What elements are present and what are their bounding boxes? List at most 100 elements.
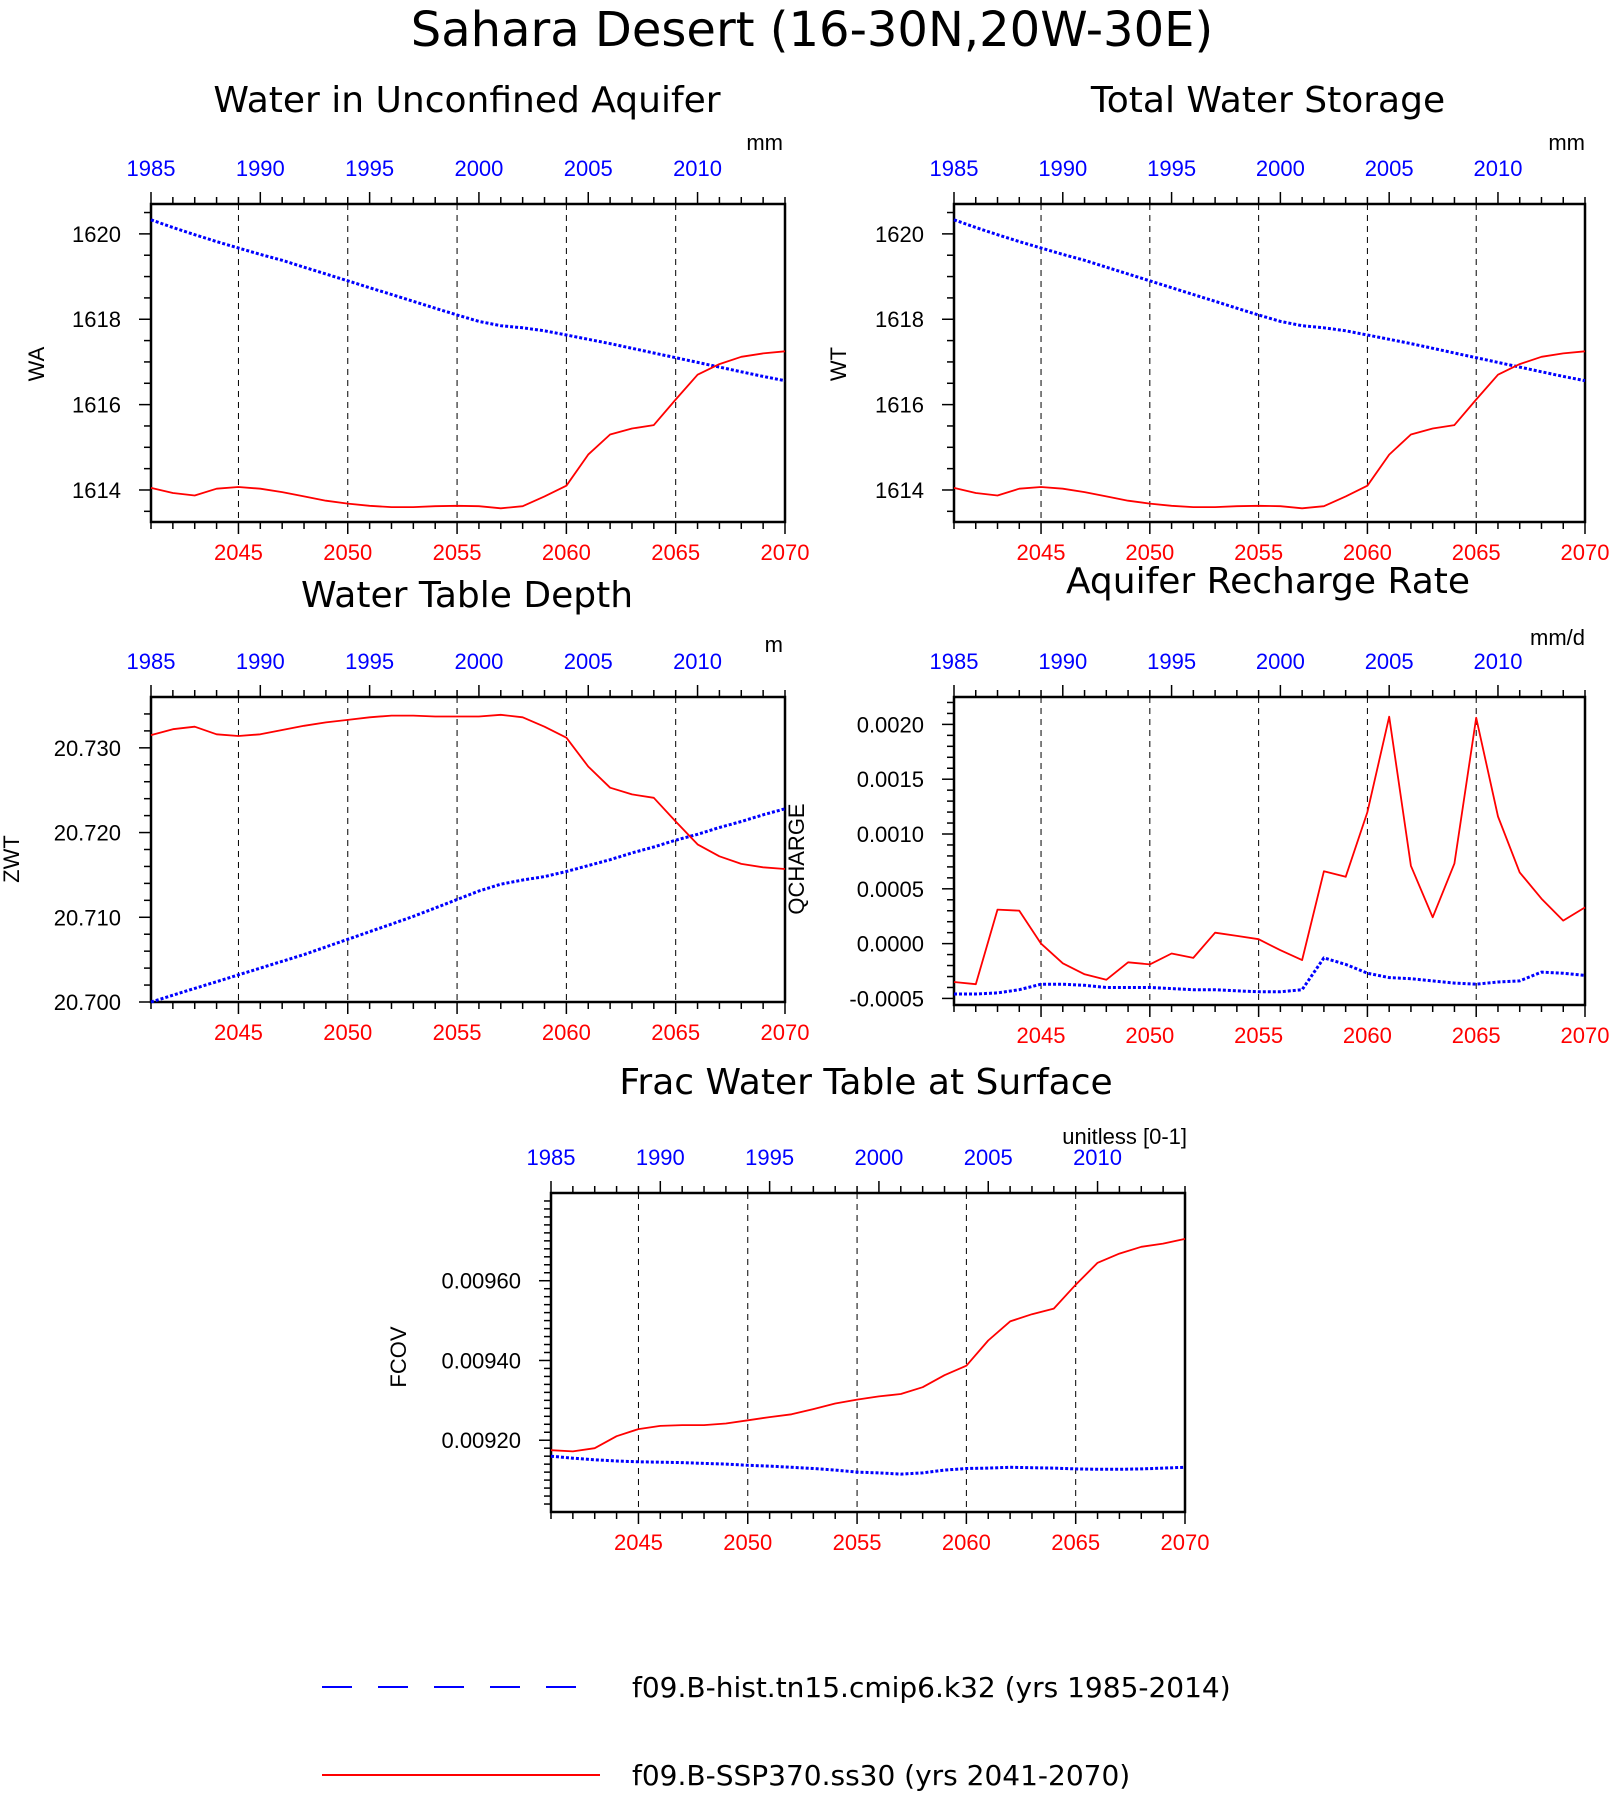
x-top-tick-label: 2005 [564, 649, 613, 674]
x-top-tick-label: 1990 [236, 156, 285, 181]
y-tick-label: 1620 [875, 222, 924, 247]
y-tick-label: 20.710 [54, 905, 121, 930]
plot-area: 2045 2050 2055 2060 2065 2070 1985 1990 1995 2000… [849, 649, 1609, 1048]
x-top-tick-label: 2000 [1256, 649, 1305, 674]
x-top-tick-label: 1995 [1147, 649, 1196, 674]
x-bottom-tick-label: 2055 [1234, 540, 1283, 565]
series-line-ssp [953, 350, 1586, 510]
x-top-tick-label: 1985 [930, 649, 979, 674]
x-top-tick-label: 1990 [636, 1145, 685, 1170]
y-axis-label: QCHARGE [784, 803, 809, 914]
x-bottom-tick-label: 2060 [942, 1530, 991, 1555]
x-top-tick-label: 2010 [1073, 1145, 1122, 1170]
x-top-tick-label: 2010 [1473, 649, 1522, 674]
plot-area: 2045 2050 2055 2060 2065 2070 1985 1990 1995 2000… [441, 1145, 1209, 1555]
y-tick-label: 1620 [72, 222, 121, 247]
y-tick-label: 0.0010 [857, 822, 924, 847]
x-bottom-tick-label: 2065 [1452, 540, 1501, 565]
x-bottom-tick-label: 2070 [761, 540, 810, 565]
legend-label-hist: f09.B-hist.tn15.cmip6.k32 (yrs 1985-2014… [632, 1671, 1231, 1704]
x-bottom-tick-label: 2045 [214, 540, 263, 565]
y-tick-label: 1616 [72, 393, 121, 418]
panel-total-water-storage: Total Water Storage mm WT 2045 2050 2055 20… [826, 80, 1609, 565]
panel-water-table-depth: Water Table Depth m ZWT 2045 2050 2055 2060… [0, 575, 809, 1045]
y-tick-label: 1616 [875, 393, 924, 418]
x-top-tick-label: 1985 [930, 156, 979, 181]
plot-frame [149, 202, 787, 524]
x-bottom-tick-label: 2070 [1561, 1023, 1610, 1048]
x-top-tick-label: 1995 [345, 156, 394, 181]
x-bottom-tick-label: 2045 [614, 1530, 663, 1555]
x-top-tick-label: 1995 [1147, 156, 1196, 181]
x-top-tick-label: 1990 [1038, 649, 1087, 674]
x-bottom-tick-label: 2055 [1234, 1023, 1283, 1048]
x-bottom-tick-label: 2055 [433, 540, 482, 565]
panel-aquifer-recharge-rate: Aquifer Recharge Rate mm/d QCHARGE 2045 2… [784, 561, 1609, 1048]
panel-water-in-unconfined-aquifer: Water in Unconfined Aquifer mm WA 2045 20… [24, 80, 809, 565]
x-top-tick-label: 2000 [454, 156, 503, 181]
x-bottom-tick-label: 2050 [1125, 540, 1174, 565]
legend-label-ssp: f09.B-SSP370.ss30 (yrs 2041-2070) [632, 1759, 1130, 1792]
series-line-hist [550, 1454, 1186, 1476]
x-bottom-tick-label: 2060 [1343, 540, 1392, 565]
x-bottom-tick-label: 2050 [323, 540, 372, 565]
x-bottom-tick-label: 2060 [542, 540, 591, 565]
x-top-tick-label: 2000 [454, 649, 503, 674]
panel-frac-water-table-at-surface: Frac Water Table at Surface unitless [0-… [386, 1062, 1209, 1555]
x-top-tick-label: 2005 [564, 156, 613, 181]
series-line-hist [953, 218, 1586, 383]
series-line-hist [954, 956, 1586, 996]
y-tick-label: 20.700 [54, 990, 121, 1015]
plot-frame [952, 202, 1587, 524]
y-tick-label: 0.00920 [441, 1428, 521, 1453]
x-bottom-tick-label: 2060 [1343, 1023, 1392, 1048]
y-tick-label: 1618 [875, 307, 924, 332]
x-bottom-tick-label: 2060 [542, 1020, 591, 1045]
x-bottom-tick-label: 2045 [214, 1020, 263, 1045]
series-line-hist [150, 807, 786, 1004]
x-top-tick-label: 1985 [127, 156, 176, 181]
x-top-tick-label: 1995 [745, 1145, 794, 1170]
plot-area: 2045 2050 2055 2060 2065 2070 1985 1990 1995 2000… [72, 156, 809, 565]
x-bottom-tick-label: 2070 [761, 1020, 810, 1045]
x-bottom-tick-label: 2065 [1452, 1023, 1501, 1048]
panel-title: Water in Unconfined Aquifer [213, 80, 720, 121]
y-axis-label: WT [826, 347, 851, 381]
x-top-tick-label: 2000 [1256, 156, 1305, 181]
x-bottom-tick-label: 2045 [1017, 1023, 1066, 1048]
x-bottom-tick-label: 2050 [723, 1530, 772, 1555]
y-axis-label: ZWT [0, 835, 24, 883]
x-top-tick-label: 2005 [964, 1145, 1013, 1170]
units-label: mm [1548, 130, 1585, 155]
plot-frame [149, 695, 787, 1004]
series-line-ssp [150, 713, 786, 870]
x-bottom-tick-label: 2055 [433, 1020, 482, 1045]
y-tick-label: 0.0005 [857, 877, 924, 902]
x-top-tick-label: 1990 [236, 649, 285, 674]
y-tick-label: 20.730 [54, 736, 121, 761]
plot-area: 2045 2050 2055 2060 2065 2070 1985 1990 1995 2000… [875, 156, 1609, 565]
x-bottom-tick-label: 2070 [1161, 1530, 1210, 1555]
panel-title: Total Water Storage [1090, 80, 1445, 121]
units-label: mm/d [1530, 625, 1585, 650]
y-tick-label: 0.00960 [441, 1269, 521, 1294]
y-tick-label: 0.0000 [857, 932, 924, 957]
x-top-tick-label: 1995 [345, 649, 394, 674]
x-bottom-tick-label: 2050 [323, 1020, 372, 1045]
x-top-tick-label: 2005 [1365, 649, 1414, 674]
legend: f09.B-hist.tn15.cmip6.k32 (yrs 1985-2014… [322, 1671, 1231, 1792]
x-top-tick-label: 2010 [1473, 156, 1522, 181]
y-tick-label: 1614 [72, 478, 121, 503]
x-bottom-tick-label: 2065 [1051, 1530, 1100, 1555]
x-top-tick-label: 1990 [1038, 156, 1087, 181]
y-axis-label: FCOV [386, 1326, 411, 1387]
y-tick-label: 1618 [72, 307, 121, 332]
panel-title: Frac Water Table at Surface [619, 1062, 1112, 1103]
x-bottom-tick-label: 2070 [1561, 540, 1610, 565]
x-bottom-tick-label: 2045 [1017, 540, 1066, 565]
y-axis-label: WA [24, 346, 49, 381]
y-tick-label: 0.0020 [857, 712, 924, 737]
figure-title: Sahara Desert (16-30N,20W-30E) [411, 2, 1213, 58]
units-label: unitless [0-1] [1062, 1124, 1187, 1149]
